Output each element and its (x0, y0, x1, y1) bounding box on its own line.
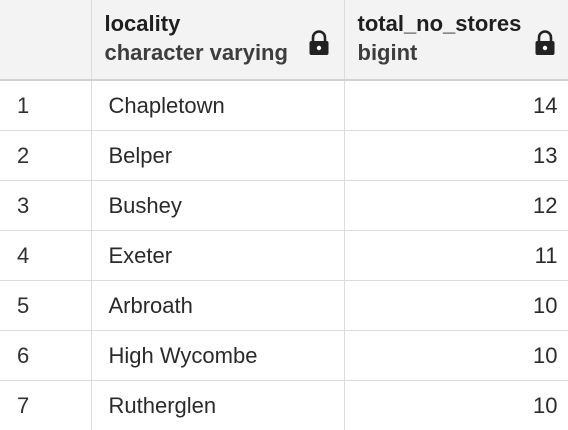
table-row[interactable]: 1 Chapletown 14 (0, 80, 568, 131)
row-number[interactable]: 4 (0, 230, 92, 281)
cell-total-no-stores[interactable]: 10 (344, 330, 568, 381)
table-row[interactable]: 5 Arbroath 10 (0, 280, 568, 331)
table-row[interactable]: 7 Rutherglen 10 (0, 380, 568, 430)
cell-locality[interactable]: Belper (91, 130, 345, 181)
row-number[interactable]: 3 (0, 180, 92, 231)
table-row[interactable]: 3 Bushey 12 (0, 180, 568, 231)
cell-locality[interactable]: Exeter (91, 230, 345, 281)
cell-locality[interactable]: High Wycombe (91, 330, 345, 381)
column-name: total_no_stores (357, 11, 522, 36)
row-number[interactable]: 6 (0, 330, 92, 381)
column-header-locality[interactable]: locality character varying (91, 0, 345, 81)
cell-total-no-stores[interactable]: 10 (344, 280, 568, 331)
row-number[interactable]: 7 (0, 380, 92, 430)
column-name: locality (104, 11, 181, 36)
cell-total-no-stores[interactable]: 10 (344, 380, 568, 430)
row-number[interactable]: 5 (0, 280, 92, 331)
header-row: locality character varying to (0, 0, 568, 81)
cell-locality[interactable]: Bushey (91, 180, 345, 231)
cell-total-no-stores[interactable]: 11 (344, 230, 568, 281)
cell-total-no-stores[interactable]: 12 (344, 180, 568, 231)
cell-total-no-stores[interactable]: 14 (344, 80, 568, 131)
cell-locality[interactable]: Rutherglen (91, 380, 345, 430)
column-header-total-no-stores[interactable]: total_no_stores bigint (344, 0, 568, 81)
column-type: bigint (357, 40, 418, 65)
lock-icon (534, 30, 556, 56)
lock-icon (308, 30, 330, 56)
column-type: character varying (104, 40, 288, 65)
cell-total-no-stores[interactable]: 13 (344, 130, 568, 181)
table-row[interactable]: 4 Exeter 11 (0, 230, 568, 281)
row-number[interactable]: 1 (0, 80, 92, 131)
cell-locality[interactable]: Chapletown (91, 80, 345, 131)
row-number[interactable]: 2 (0, 130, 92, 181)
table-row[interactable]: 2 Belper 13 (0, 130, 568, 181)
cell-locality[interactable]: Arbroath (91, 280, 345, 331)
row-number-header[interactable] (0, 0, 92, 81)
table-row[interactable]: 6 High Wycombe 10 (0, 330, 568, 381)
